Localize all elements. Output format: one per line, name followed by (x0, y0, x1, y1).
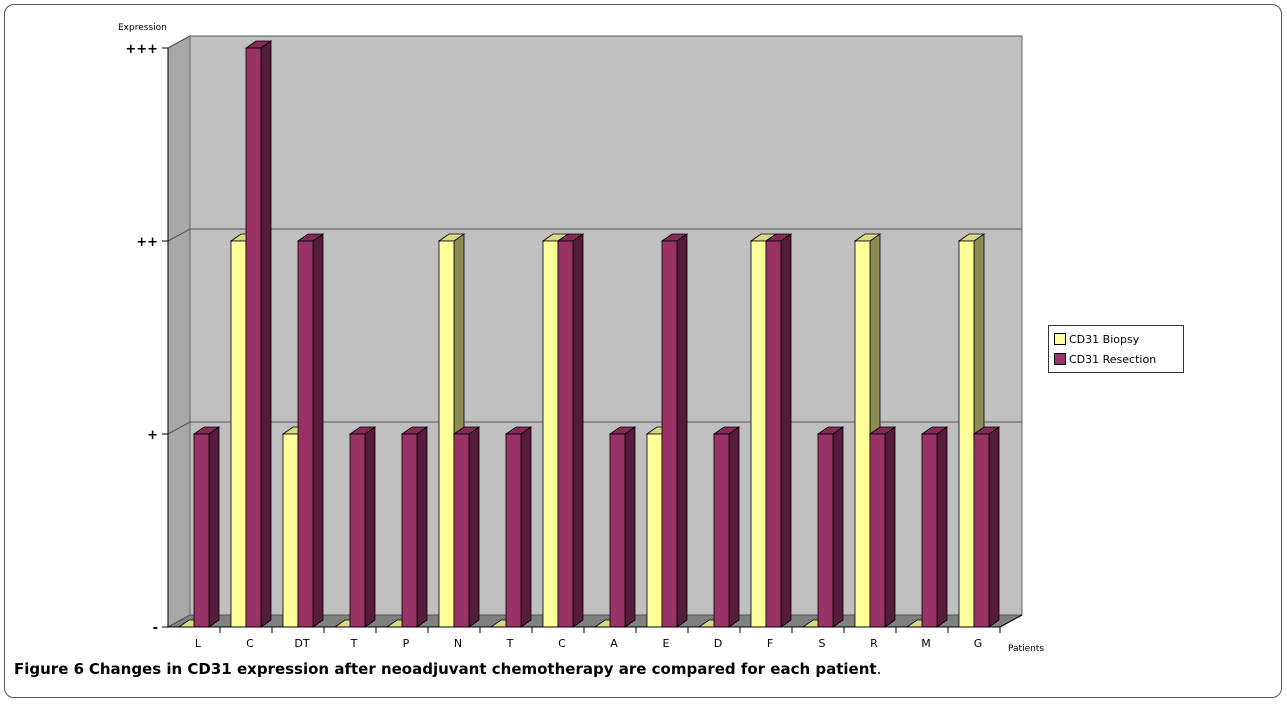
legend-label-resection: CD31 Resection (1069, 352, 1157, 366)
x-tick-label: DT (294, 637, 309, 650)
bar-resection-front (505, 433, 522, 628)
x-tick-label: T (506, 637, 514, 650)
bar-resection (504, 426, 533, 628)
bar-resection (452, 426, 481, 628)
bar-resection (868, 426, 897, 628)
x-tick-label: M (921, 637, 931, 650)
figure-caption: Figure 6 Changes in CD31 expression afte… (14, 660, 881, 678)
x-tick-label: N (454, 637, 462, 650)
bar-biopsy-front (646, 433, 663, 628)
x-tick-label: T (350, 637, 358, 650)
x-tick-label: R (870, 637, 878, 650)
bar-biopsy-front (542, 240, 559, 628)
bar-resection-front (297, 240, 314, 628)
bar-resection-side (572, 233, 584, 628)
bar-resection (920, 426, 949, 628)
bar-biopsy-front (958, 240, 975, 628)
bar-resection-front (401, 433, 418, 628)
bar-resection-front (661, 240, 678, 628)
bar-resection-side (780, 233, 792, 628)
bar-resection-side (676, 233, 688, 628)
bar-resection-front (765, 240, 782, 628)
caption-end: . (876, 660, 882, 678)
axes: -++++++L C DT T P N T C A E D F S R M G (125, 42, 1023, 650)
legend-item-biopsy: CD31 Biopsy (1054, 332, 1139, 346)
bar-resection-side (208, 426, 220, 628)
bar-resection (972, 426, 1001, 628)
x-tick-label: C (246, 637, 254, 650)
bar-resection-side (624, 426, 636, 628)
caption-text: Changes in CD31 expression after neoadju… (88, 660, 877, 678)
legend: CD31 Biopsy CD31 Resection (1048, 325, 1184, 373)
side-wall (167, 35, 191, 628)
y-tick-label: + (147, 428, 158, 443)
bar-resection (660, 233, 689, 628)
gridline (167, 228, 1022, 242)
bar-resection-side (260, 40, 272, 628)
bar-resection-front (817, 433, 834, 628)
bar-resection-front (713, 433, 730, 628)
bar-biopsy-front (282, 433, 299, 628)
x-axis-title: Patients (1008, 644, 1044, 654)
bar-resection-front (869, 433, 886, 628)
bar-resection (296, 233, 325, 628)
bar-resection (244, 40, 273, 628)
bar-resection (816, 426, 845, 628)
gridlines (167, 35, 1022, 435)
bar-resection (764, 233, 793, 628)
x-tick-label: L (195, 637, 202, 650)
x-tick-label: C (558, 637, 566, 650)
bar-resection-side (728, 426, 740, 628)
legend-item-resection: CD31 Resection (1054, 352, 1156, 366)
x-tick-label: F (767, 637, 773, 650)
bar-resection (712, 426, 741, 628)
bar-biopsy-front (438, 240, 455, 628)
legend-swatch-biopsy (1054, 333, 1066, 345)
bar-resection-side (416, 426, 428, 628)
bar-biopsy-front (854, 240, 871, 628)
x-tick-label: A (610, 637, 618, 650)
bar-resection-side (988, 426, 1000, 628)
y-axis-title: Expression (118, 23, 167, 33)
bar-resection-side (468, 426, 480, 628)
bar-resection (556, 233, 585, 628)
bar-resection-side (936, 426, 948, 628)
bar-resection-front (193, 433, 210, 628)
bar-resection-side (832, 426, 844, 628)
bar-resection-front (557, 240, 574, 628)
bar-resection-front (921, 433, 938, 628)
bar-resection-side (884, 426, 896, 628)
bar-resection (348, 426, 377, 628)
x-tick-label: P (403, 637, 410, 650)
bar-resection-front (609, 433, 626, 628)
bar-resection-side (312, 233, 324, 628)
y-tick-label: +++ (125, 42, 158, 57)
bar-resection-side (364, 426, 376, 628)
x-tick-label: D (714, 637, 722, 650)
x-tick-label: G (974, 637, 983, 650)
gridline (167, 35, 1022, 49)
bar-series (177, 40, 1001, 628)
legend-label-biopsy: CD31 Biopsy (1069, 332, 1140, 346)
y-tick-label: ++ (136, 235, 158, 250)
bar-resection-front (349, 433, 366, 628)
caption-label: Figure 6 (14, 660, 85, 678)
bar-resection-front (453, 433, 470, 628)
x-tick-label: S (819, 637, 826, 650)
bar-biopsy-front (750, 240, 767, 628)
bar-biopsy-front (230, 240, 247, 628)
bar-resection-front (245, 47, 262, 628)
legend-swatch-resection (1054, 353, 1066, 365)
bar-resection-side (520, 426, 532, 628)
bar-resection (192, 426, 221, 628)
bar-resection (400, 426, 429, 628)
y-tick-label: - (153, 621, 158, 636)
gridline (167, 421, 1022, 435)
bar-resection-front (973, 433, 990, 628)
x-tick-label: E (663, 637, 670, 650)
x-axis-depth-line (999, 614, 1023, 628)
bar-resection (608, 426, 637, 628)
